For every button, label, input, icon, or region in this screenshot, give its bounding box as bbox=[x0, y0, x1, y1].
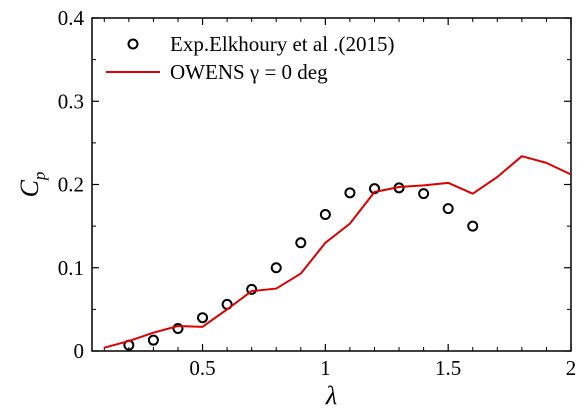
legend-item-0: Exp.Elkhoury et al .(2015) bbox=[127, 32, 395, 56]
experiment-point bbox=[418, 188, 430, 200]
experiment-point bbox=[147, 334, 159, 346]
experiment-point bbox=[197, 312, 209, 324]
x-tick-label: 2 bbox=[566, 356, 577, 380]
y-tick-label: 0.3 bbox=[58, 89, 84, 113]
y-tick-label: 0 bbox=[74, 339, 85, 363]
experiment-point bbox=[319, 208, 331, 220]
experiment-point bbox=[344, 187, 356, 199]
experiment-point bbox=[467, 220, 479, 232]
x-tick-label: 1 bbox=[320, 356, 331, 380]
experiment-point bbox=[270, 262, 282, 274]
y-axis-label: Cp bbox=[15, 172, 49, 198]
y-tick-label: 0.2 bbox=[58, 173, 84, 197]
axis-ticks bbox=[92, 17, 572, 352]
y-tick-label: 0.4 bbox=[58, 6, 85, 30]
legend: Exp.Elkhoury et al .(2015) OWENS γ = 0 de… bbox=[106, 32, 395, 84]
owens-line bbox=[104, 155, 572, 349]
legend-item-1: OWENS γ = 0 deg bbox=[106, 60, 328, 84]
experiment-point bbox=[295, 237, 307, 249]
x-tick-label: 1.5 bbox=[435, 356, 461, 380]
series-1 bbox=[104, 155, 572, 349]
experiment-point bbox=[172, 323, 184, 335]
tick-labels: 0.5 1 1.5 2 0 0.1 0.2 0.3 0.4 bbox=[58, 6, 577, 380]
legend-marker-swatch bbox=[127, 38, 139, 50]
series-0 bbox=[123, 182, 479, 351]
y-axis-label-sub: p bbox=[30, 172, 49, 182]
x-axis-label: λ bbox=[325, 381, 337, 410]
plot-area-frame bbox=[91, 17, 572, 352]
x-tick-label: 0.5 bbox=[189, 356, 215, 380]
y-tick-label: 0.1 bbox=[58, 256, 84, 280]
legend-label: Exp.Elkhoury et al .(2015) bbox=[170, 32, 395, 56]
experiment-point bbox=[442, 203, 454, 215]
experiment-point bbox=[246, 283, 258, 295]
legend-label: OWENS γ = 0 deg bbox=[170, 60, 328, 84]
y-axis-label-main: C bbox=[15, 179, 44, 197]
series-layer bbox=[104, 155, 572, 351]
